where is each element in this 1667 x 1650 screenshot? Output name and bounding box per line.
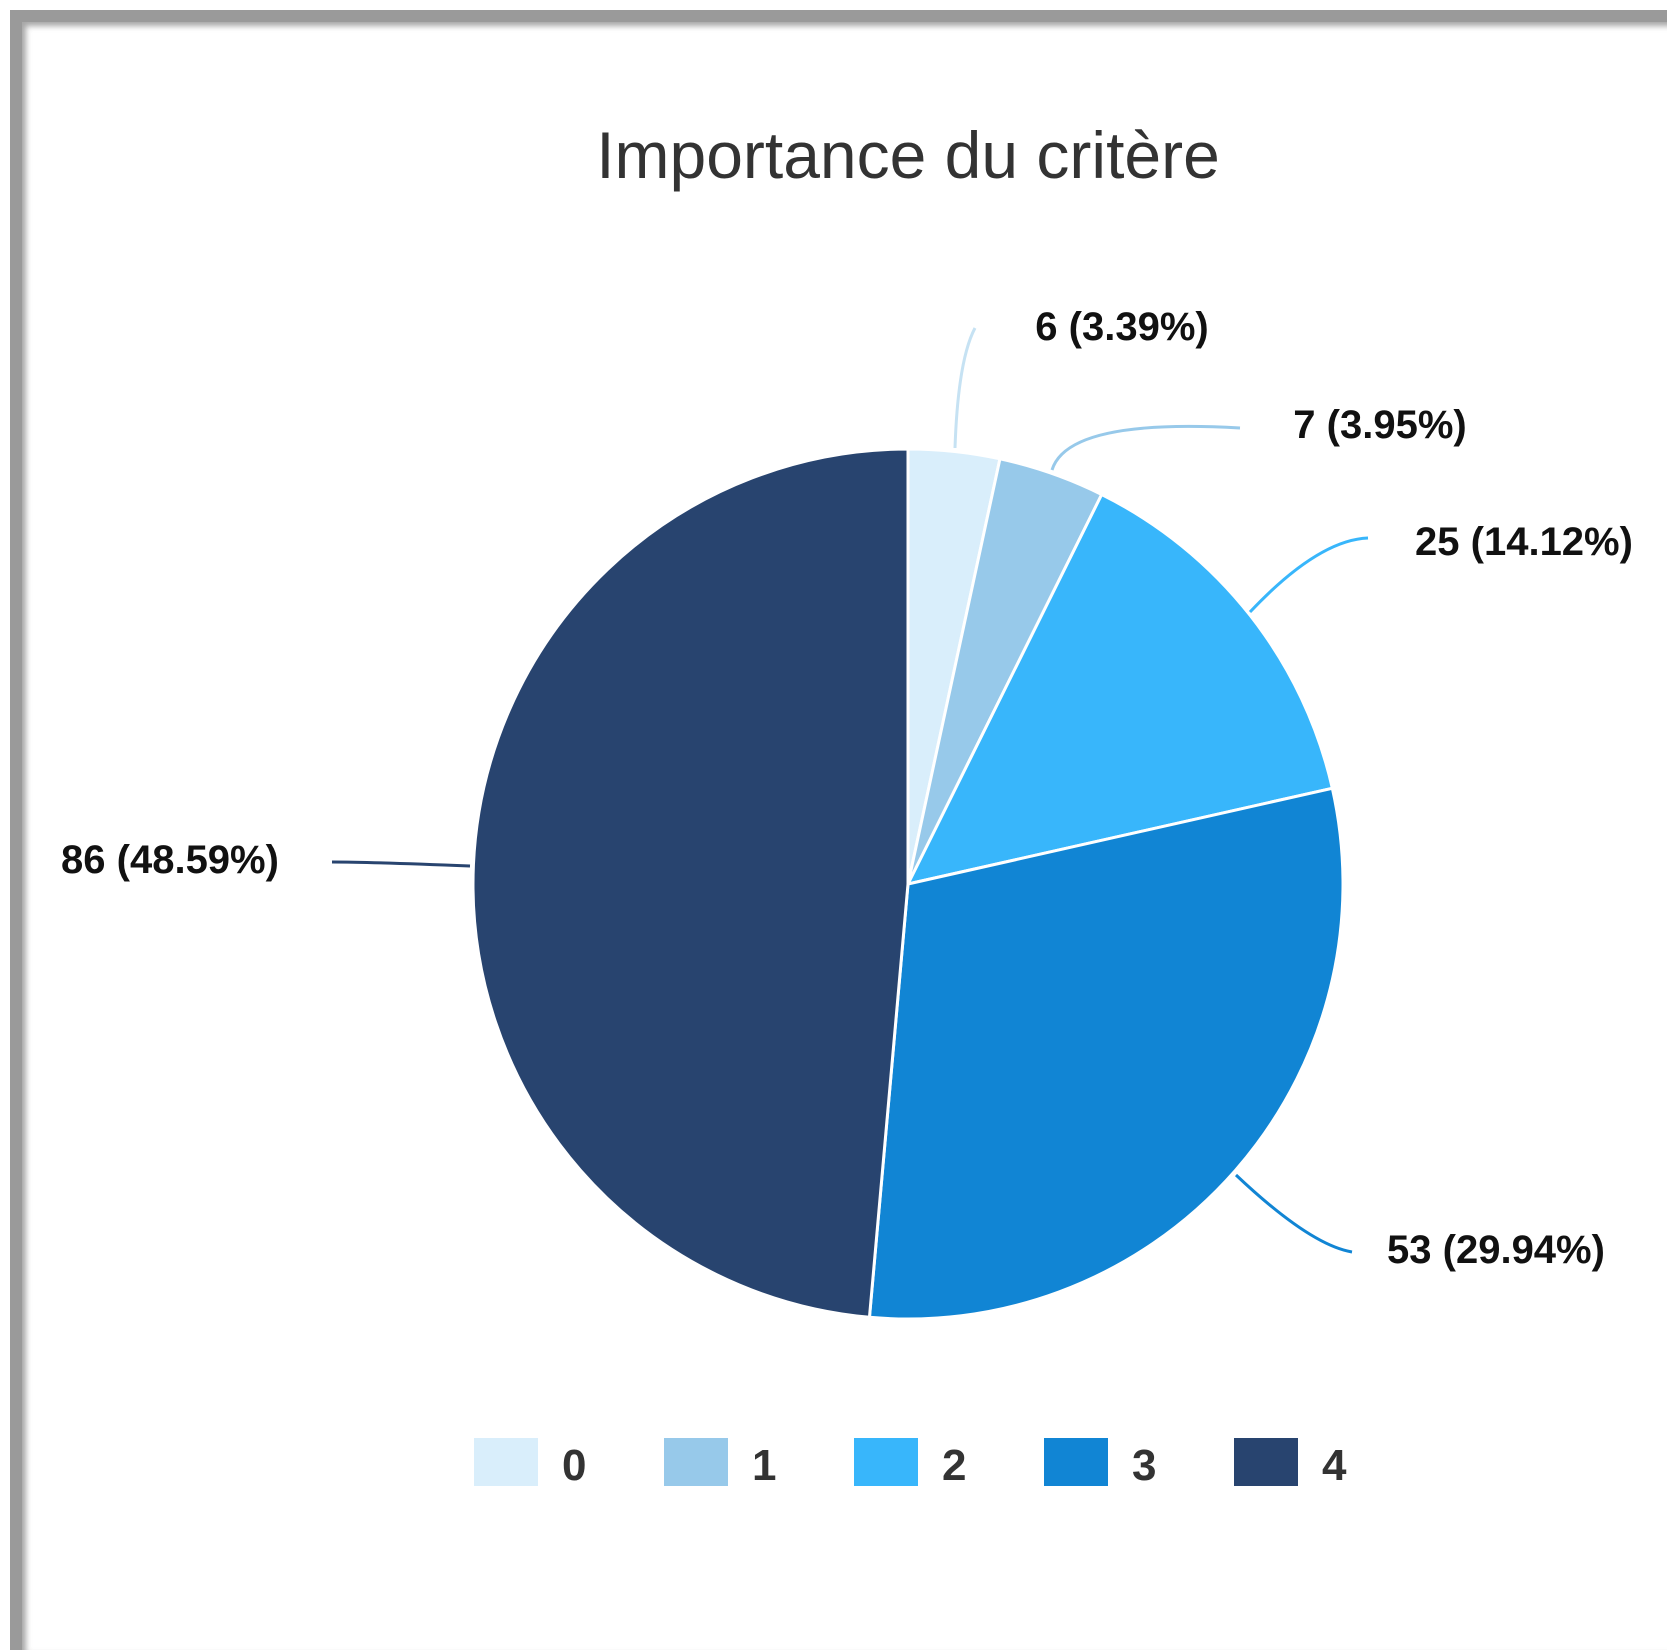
leader-line-1 [1050,424,1241,471]
legend: 0 1 2 3 4 [474,1438,1347,1490]
legend-label-0: 0 [562,1441,586,1490]
leader-line-0 [953,327,977,449]
legend-item-1: 1 [664,1438,776,1490]
legend-label-2: 2 [942,1441,966,1490]
legend-item-0: 0 [474,1438,586,1490]
pie-slice-2 [905,492,1335,887]
legend-swatch-0 [474,1438,538,1486]
data-label-1: 7 (3.95%) [1293,403,1466,447]
legend-item-2: 2 [854,1438,966,1490]
legend-label-1: 1 [752,1441,776,1490]
legend-item-3: 3 [1044,1438,1156,1490]
legend-swatch-2 [854,1438,918,1486]
leader-line-4 [331,860,471,868]
chart-title: Importance du critère [596,118,1220,192]
data-labels: 6 (3.39%) 7 (3.95%) 25 (14.12%) 53 (29.94%)… [61,305,1633,1272]
data-label-4: 86 (48.59%) [61,838,279,882]
leader-line-3 [1234,1173,1353,1254]
legend-item-4: 4 [1234,1438,1347,1490]
legend-swatch-3 [1044,1438,1108,1486]
chart-frame: Importance du critère 6 (3.39%) 7 (3.95%)… [10,10,1667,1650]
pie-slice-4 [471,447,910,1319]
data-label-2: 25 (14.12%) [1415,520,1633,564]
pie-slices [471,447,1345,1321]
leader-line-2 [1248,536,1369,614]
legend-swatch-1 [664,1438,728,1486]
frame-border [10,10,1667,1650]
legend-label-4: 4 [1322,1441,1347,1490]
legend-label-3: 3 [1132,1441,1156,1490]
legend-swatch-4 [1234,1438,1298,1486]
leader-lines [331,327,1369,1254]
data-label-0: 6 (3.39%) [1035,305,1208,349]
data-label-3: 53 (29.94%) [1387,1228,1605,1272]
pie-slice-3 [867,786,1345,1321]
pie-chart: Importance du critère 6 (3.39%) 7 (3.95%)… [61,118,1633,1490]
